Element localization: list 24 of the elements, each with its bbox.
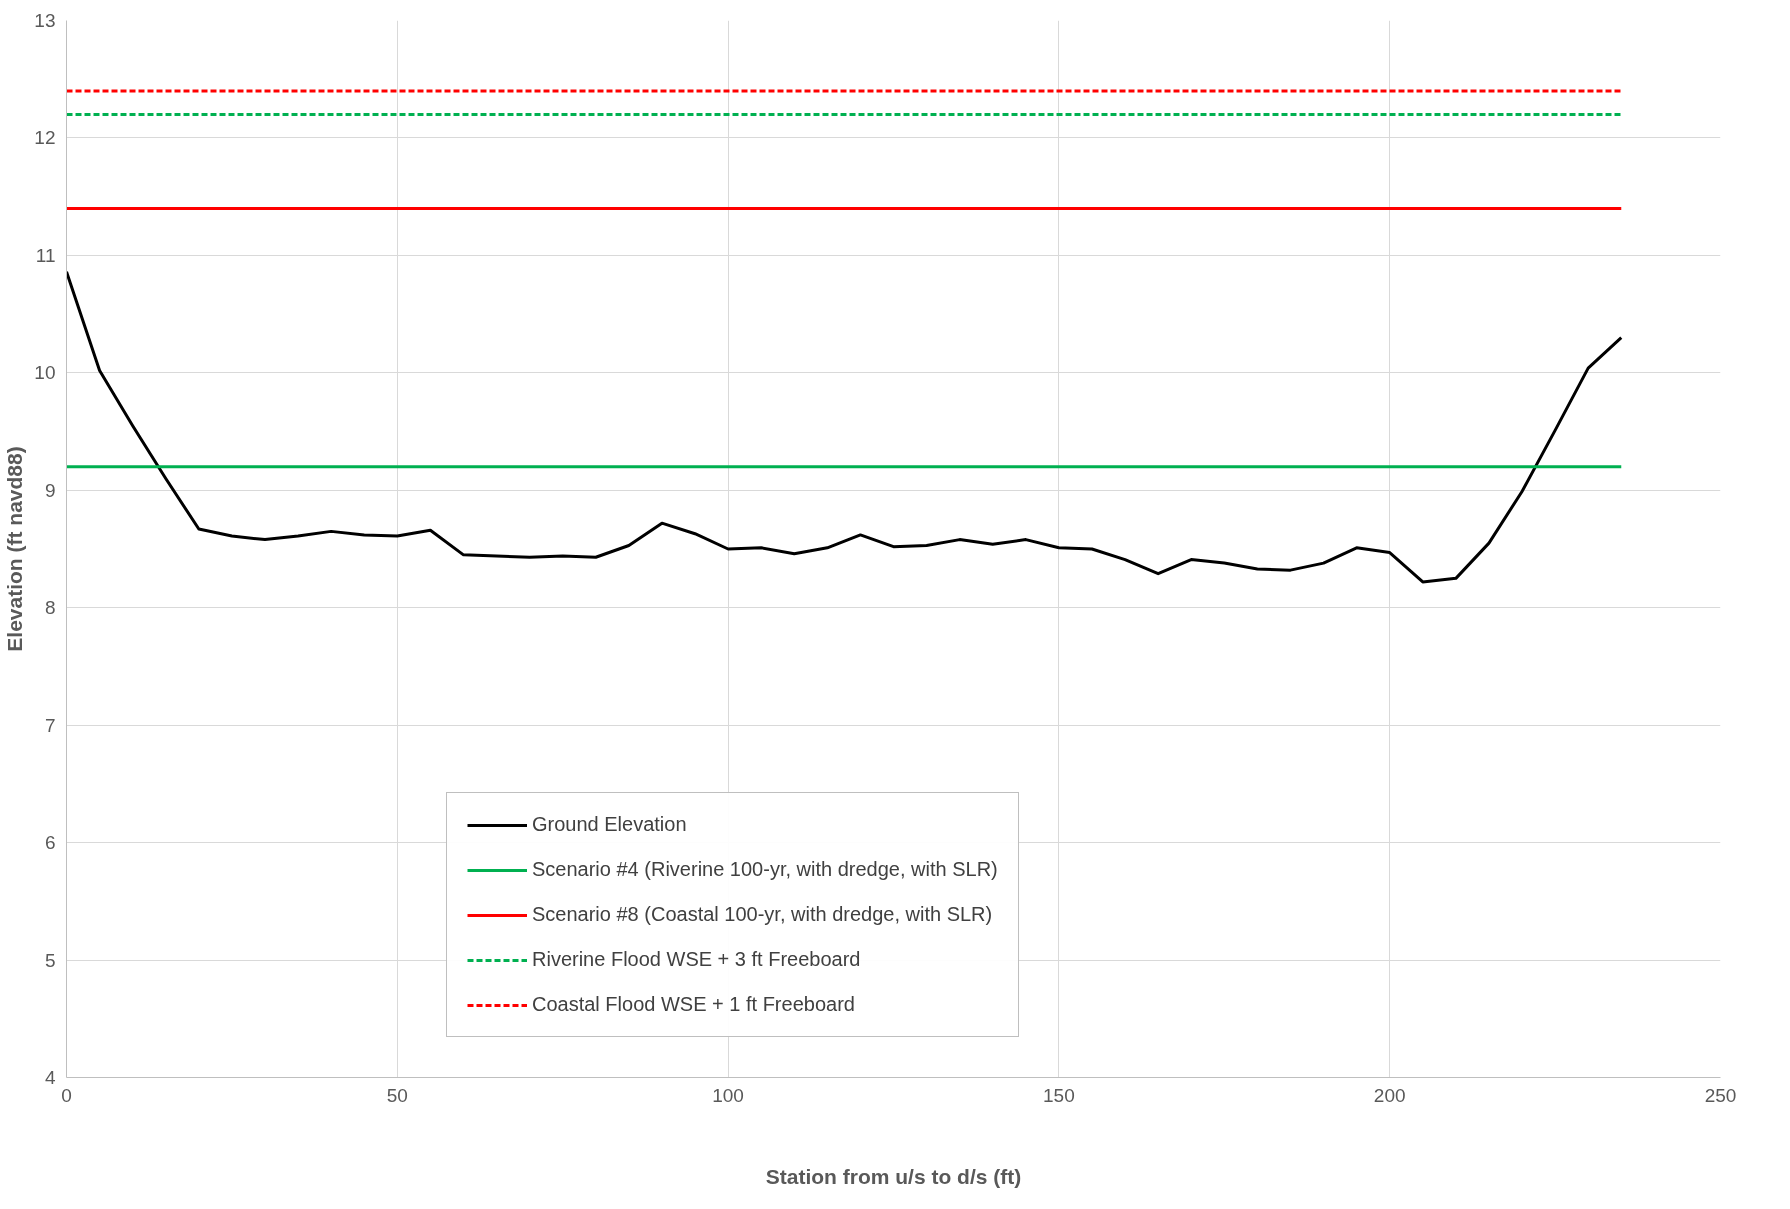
legend-label: Coastal Flood WSE + 1 ft Freeboard: [532, 993, 855, 1016]
x-tick-label: 100: [712, 1084, 744, 1106]
x-tick-label: 150: [1043, 1084, 1075, 1106]
legend-label: Ground Elevation: [532, 813, 687, 836]
y-axis-title: Elevation (ft navd88): [3, 446, 27, 652]
y-tick-label: 5: [44, 949, 56, 971]
y-tick-label: 4: [44, 1067, 56, 1088]
y-tick-label: 8: [44, 597, 56, 619]
x-tick-label: 200: [1373, 1084, 1406, 1106]
x-tick-label: 250: [1704, 1084, 1737, 1106]
legend-label: Scenario #4 (Riverine 100-yr, with dredge, with SLR): [532, 858, 998, 881]
y-tick-label: 6: [44, 832, 56, 854]
y-tick-label: 7: [44, 714, 56, 736]
x-tick-label: 50: [386, 1084, 408, 1106]
y-tick-label: 11: [35, 244, 56, 266]
legend-label: Scenario #8 (Coastal 100-yr, with dredge, with SLR): [532, 903, 993, 926]
legend-label: Riverine Flood WSE + 3 ft Freeboard: [532, 948, 861, 971]
y-tick-label: 9: [44, 479, 56, 501]
line-series: [66, 270, 1623, 584]
y-tick-label: 10: [34, 362, 56, 384]
y-tick-label: 12: [34, 127, 56, 149]
x-tick-label: 0: [61, 1084, 72, 1106]
y-tick-label: 13: [34, 10, 56, 31]
x-axis-title: Station from u/s to d/s (ft): [765, 1164, 1022, 1188]
